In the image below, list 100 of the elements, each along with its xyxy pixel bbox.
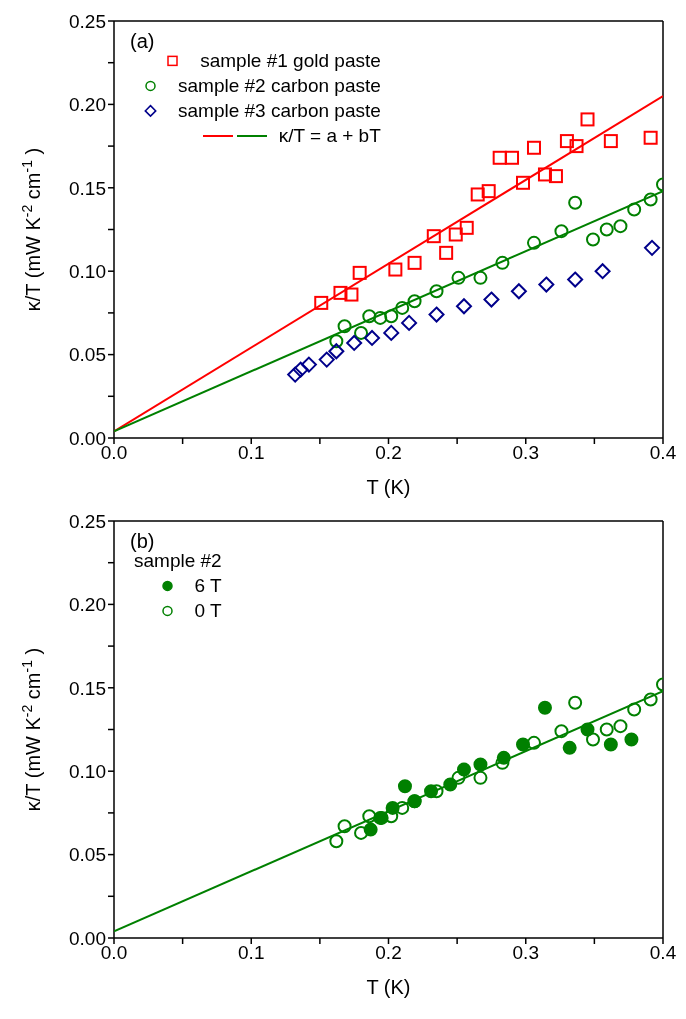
point — [481, 184, 496, 199]
point — [395, 800, 410, 815]
annotation: (a) — [130, 30, 155, 52]
x-axis-title: T (K) — [366, 976, 411, 998]
y-tick-label: 0.15 — [69, 677, 106, 699]
point — [352, 265, 367, 280]
point — [580, 112, 595, 127]
point — [483, 291, 500, 308]
point — [599, 222, 614, 237]
y-tick-label: 0.25 — [69, 510, 106, 532]
legend-label: 6 T — [194, 575, 222, 596]
point — [407, 255, 422, 270]
point — [439, 245, 454, 260]
point — [613, 219, 628, 234]
point — [373, 310, 388, 325]
point — [559, 134, 574, 149]
y-tick-label: 0.05 — [69, 344, 106, 366]
x-tick-label: 0.3 — [512, 442, 539, 464]
point — [473, 770, 488, 785]
point — [470, 187, 485, 202]
annotation: (b) — [130, 530, 155, 552]
point — [346, 334, 363, 351]
point — [407, 294, 422, 309]
x-tick-label: 0.1 — [238, 442, 265, 464]
point — [526, 140, 541, 155]
x-tick-label: 0.4 — [649, 942, 677, 964]
point — [643, 192, 658, 207]
point — [627, 202, 642, 217]
point — [318, 351, 335, 368]
point — [594, 263, 611, 280]
point — [537, 700, 552, 715]
point — [426, 229, 441, 244]
point — [344, 287, 359, 302]
point — [362, 809, 377, 824]
point — [455, 298, 472, 315]
point — [448, 227, 463, 242]
point — [603, 737, 618, 752]
y-tick-label: 0.20 — [69, 94, 106, 116]
point — [364, 329, 381, 346]
point — [459, 220, 474, 235]
point — [395, 300, 410, 315]
point — [473, 270, 488, 285]
point — [554, 724, 569, 739]
point — [644, 239, 661, 256]
y-tick-label: 0.10 — [69, 260, 106, 282]
point — [537, 167, 552, 182]
point — [510, 283, 527, 300]
point — [568, 195, 583, 210]
point — [554, 224, 569, 239]
point — [328, 343, 345, 360]
point — [495, 255, 510, 270]
x-axis-title: T (K) — [366, 476, 411, 498]
legend-label: κ/T = a + bT — [278, 125, 381, 146]
point — [568, 695, 583, 710]
point — [329, 834, 344, 849]
point — [505, 150, 520, 165]
point — [526, 735, 541, 750]
point — [292, 361, 309, 378]
point — [388, 262, 403, 277]
point — [354, 825, 369, 840]
x-tick-label: 0.2 — [375, 442, 402, 464]
point — [429, 284, 444, 299]
point — [516, 175, 531, 190]
point — [603, 134, 618, 149]
point — [548, 169, 563, 184]
point — [627, 702, 642, 717]
point — [567, 271, 584, 288]
point — [643, 692, 658, 707]
point — [538, 276, 555, 293]
point — [624, 732, 639, 747]
legend-label: sample #1 gold paste — [200, 50, 381, 71]
point — [314, 295, 329, 310]
point — [586, 732, 600, 747]
legend-label: sample #3 carbon paste — [178, 100, 381, 121]
point — [384, 309, 399, 324]
point — [333, 285, 348, 300]
y-tick-label: 0.25 — [69, 10, 106, 32]
point — [362, 309, 377, 324]
point — [613, 719, 628, 734]
point — [428, 306, 445, 323]
point — [643, 130, 658, 145]
point — [397, 779, 412, 794]
legend-label: sample #2 carbon paste — [178, 75, 381, 96]
point — [337, 319, 352, 334]
point — [451, 270, 466, 285]
x-tick-label: 0.3 — [512, 942, 539, 964]
point — [599, 722, 614, 737]
point — [586, 232, 600, 247]
point — [526, 235, 541, 250]
y-tick-label: 0.20 — [69, 594, 106, 616]
y-tick-label: 0.10 — [69, 760, 106, 782]
point — [401, 314, 418, 331]
x-tick-label: 0.1 — [238, 942, 265, 964]
point — [287, 366, 304, 383]
point — [562, 740, 577, 755]
point — [354, 325, 369, 340]
point — [492, 150, 507, 165]
x-tick-label: 0.4 — [649, 442, 677, 464]
point — [569, 139, 584, 154]
x-tick-label: 0.2 — [375, 942, 402, 964]
